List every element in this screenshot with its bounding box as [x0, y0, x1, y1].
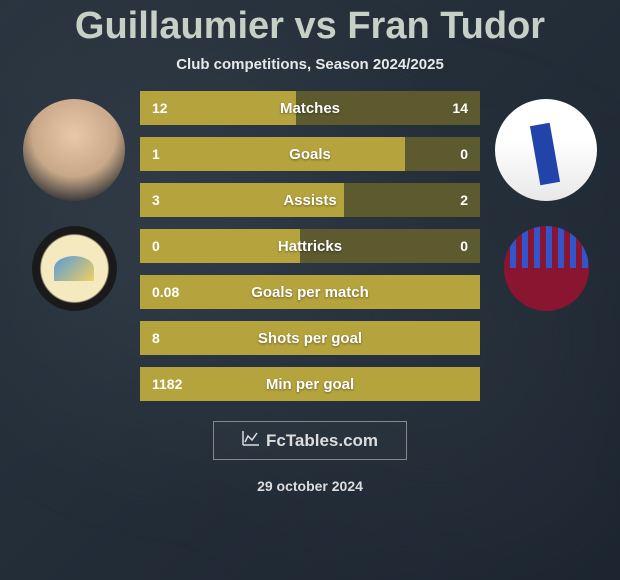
page-subtitle: Club competitions, Season 2024/2025 [176, 56, 444, 73]
page-title: Guillaumier vs Fran Tudor [75, 5, 545, 48]
stat-right-value: 2 [460, 192, 468, 208]
stat-bar: 8Shots per goal [140, 321, 480, 355]
jersey-decoration [530, 123, 560, 186]
right-column [495, 91, 597, 311]
club-right-badge [504, 226, 589, 311]
stat-label: Matches [140, 100, 480, 117]
player-right-avatar [495, 99, 597, 201]
brand-label: FcTables.com [266, 431, 378, 451]
stat-label: Shots per goal [140, 330, 480, 347]
stats-bars: 12Matches141Goals03Assists20Hattricks00.… [140, 91, 480, 401]
stat-bar: 3Assists2 [140, 183, 480, 217]
stat-label: Hattricks [140, 238, 480, 255]
stat-label: Goals [140, 146, 480, 163]
stat-bar: 12Matches14 [140, 91, 480, 125]
brand-box: FcTables.com [213, 421, 407, 460]
stat-bar: 1Goals0 [140, 137, 480, 171]
date-label: 29 october 2024 [257, 478, 363, 494]
stat-right-value: 0 [460, 238, 468, 254]
stat-label: Goals per match [140, 284, 480, 301]
chart-icon [242, 430, 260, 451]
left-column [23, 91, 125, 311]
stat-bar: 1182Min per goal [140, 367, 480, 401]
club-left-badge [32, 226, 117, 311]
stat-bar: 0Hattricks0 [140, 229, 480, 263]
player-left-avatar [23, 99, 125, 201]
stat-right-value: 14 [452, 100, 468, 116]
main-content: 12Matches141Goals03Assists20Hattricks00.… [0, 91, 620, 401]
stat-right-value: 0 [460, 146, 468, 162]
stat-label: Assists [140, 192, 480, 209]
stat-bar: 0.08Goals per match [140, 275, 480, 309]
stat-label: Min per goal [140, 376, 480, 393]
